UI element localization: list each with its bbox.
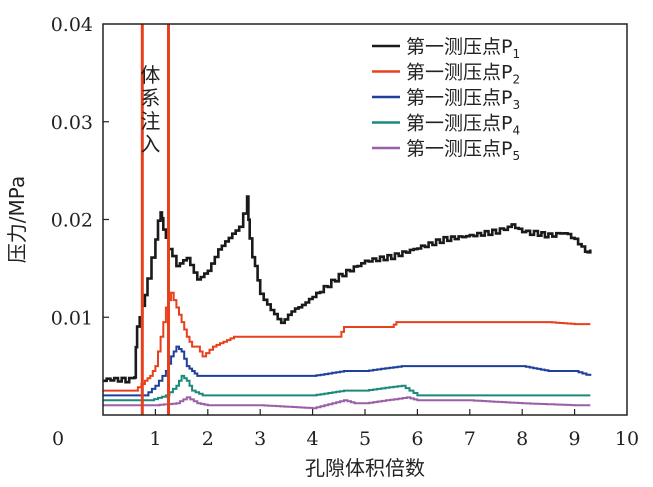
series-line-p5	[103, 396, 591, 410]
y-axis-ticks: 0.01 0.02 0.03 0.04	[51, 14, 109, 329]
x-tick-label: 1	[149, 428, 161, 450]
annotation-char: 入	[140, 132, 160, 156]
plot-frame	[102, 23, 628, 416]
legend-label: 第一测压点P1	[406, 36, 520, 61]
series-line-p2	[103, 291, 591, 392]
x-tick-label: 8	[516, 428, 528, 450]
series-line-p1	[103, 195, 592, 384]
series-lines	[103, 195, 592, 410]
x-tick-label: 5	[359, 428, 371, 450]
annotation-char: 体	[140, 63, 160, 87]
x-tick-label: 6	[411, 428, 423, 450]
x-tick-label: 7	[464, 428, 476, 450]
x-axis-title: 孔隙体积倍数	[305, 456, 425, 480]
series-line-p4	[103, 374, 591, 402]
x-tick-label: 0	[52, 428, 64, 450]
x-tick-label: 9	[569, 428, 581, 450]
annotation-char: 注	[140, 109, 160, 133]
y-tick-label: 0.04	[51, 14, 93, 36]
x-tick-label: 3	[254, 428, 266, 450]
y-tick-label: 0.03	[51, 112, 93, 134]
x-tick-label: 2	[202, 428, 214, 450]
x-tick-label: 10	[615, 428, 639, 450]
y-axis-title: 压力/MPa	[5, 176, 29, 263]
annotation-char: 系	[140, 86, 160, 110]
injection-markers	[140, 24, 170, 415]
series-line-p3	[103, 345, 592, 397]
legend-label: 第一测压点P2	[406, 62, 520, 87]
x-axis-ticks: 0 1 2 3 4 5 6 7 8 9 10	[52, 409, 639, 450]
legend-label: 第一测压点P4	[406, 113, 520, 138]
legend-label: 第一测压点P3	[406, 87, 520, 112]
legend-label: 第一测压点P5	[406, 138, 520, 163]
y-tick-label: 0.02	[51, 210, 93, 232]
x-tick-label: 4	[307, 428, 319, 450]
y-tick-label: 0.01	[51, 307, 93, 329]
